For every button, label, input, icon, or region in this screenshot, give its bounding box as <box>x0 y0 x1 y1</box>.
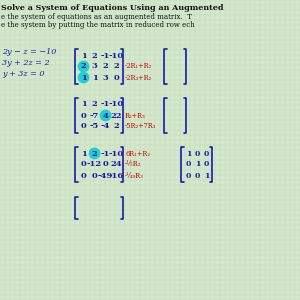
Text: -4: -4 <box>101 122 110 130</box>
Text: 2: 2 <box>114 122 119 130</box>
Text: 1: 1 <box>92 74 98 82</box>
Text: 0: 0 <box>195 149 200 158</box>
Text: 2: 2 <box>92 149 98 158</box>
Text: 6R₁+R₂: 6R₁+R₂ <box>125 149 150 158</box>
Text: 3: 3 <box>103 74 108 82</box>
Circle shape <box>78 61 89 72</box>
Text: -7: -7 <box>90 112 99 119</box>
Text: 0: 0 <box>81 112 86 119</box>
Text: Solve a System of Equations Using an Augmented: Solve a System of Equations Using an Aug… <box>1 4 224 12</box>
Text: 1: 1 <box>81 74 86 82</box>
Text: 1: 1 <box>81 52 86 59</box>
Circle shape <box>89 148 100 159</box>
Text: -5R₂+7R₃: -5R₂+7R₃ <box>125 122 156 130</box>
Text: 0: 0 <box>114 74 119 82</box>
Text: 22: 22 <box>111 112 122 119</box>
Text: 2: 2 <box>92 52 98 59</box>
Circle shape <box>78 72 89 83</box>
Text: 2: 2 <box>103 62 108 70</box>
Text: -10: -10 <box>109 100 124 109</box>
Text: 0: 0 <box>186 172 191 179</box>
Text: 0: 0 <box>204 160 209 169</box>
Text: -¹⁄₄₉R₃: -¹⁄₄₉R₃ <box>125 172 144 179</box>
Text: 1: 1 <box>81 149 86 158</box>
Text: 1: 1 <box>195 160 200 169</box>
Text: 3: 3 <box>92 62 98 70</box>
Text: 2: 2 <box>114 62 119 70</box>
Text: 0: 0 <box>92 172 98 179</box>
Text: -1: -1 <box>101 52 110 59</box>
Text: 0: 0 <box>81 160 86 169</box>
Text: 0: 0 <box>103 160 108 169</box>
Text: 2: 2 <box>81 62 86 70</box>
Text: R₂+R₃: R₂+R₃ <box>125 112 146 119</box>
Text: -1: -1 <box>101 149 110 158</box>
Text: 0: 0 <box>195 172 200 179</box>
Text: 4: 4 <box>103 112 108 119</box>
Text: e the system by putting the matrix in reduced row ech: e the system by putting the matrix in re… <box>1 21 195 29</box>
Text: -2R₃+R₂: -2R₃+R₂ <box>125 74 152 82</box>
Text: -10: -10 <box>109 52 124 59</box>
Text: 1: 1 <box>186 149 191 158</box>
Text: 1: 1 <box>81 100 86 109</box>
Text: -2R₁+R₂: -2R₁+R₂ <box>125 62 152 70</box>
Text: 2: 2 <box>92 100 98 109</box>
Text: 24: 24 <box>111 160 122 169</box>
Text: 0: 0 <box>186 160 191 169</box>
Text: -12: -12 <box>87 160 102 169</box>
Text: 0: 0 <box>204 149 209 158</box>
Text: -1: -1 <box>101 100 110 109</box>
Text: 3y + 2z = 2: 3y + 2z = 2 <box>2 59 50 67</box>
Text: e the system of equations as an augmented matrix.  T: e the system of equations as an augmente… <box>1 13 192 21</box>
Text: -49: -49 <box>98 172 113 179</box>
Text: 1: 1 <box>204 172 209 179</box>
Text: 0: 0 <box>81 122 86 130</box>
Text: 0: 0 <box>81 172 86 179</box>
Circle shape <box>100 110 111 121</box>
Text: 2y − z = −10: 2y − z = −10 <box>2 48 56 56</box>
Text: -16: -16 <box>109 172 124 179</box>
Text: -5: -5 <box>90 122 99 130</box>
Text: -½R₂: -½R₂ <box>125 160 141 169</box>
Text: y + 3z = 0: y + 3z = 0 <box>2 70 44 78</box>
Text: -10: -10 <box>109 149 124 158</box>
